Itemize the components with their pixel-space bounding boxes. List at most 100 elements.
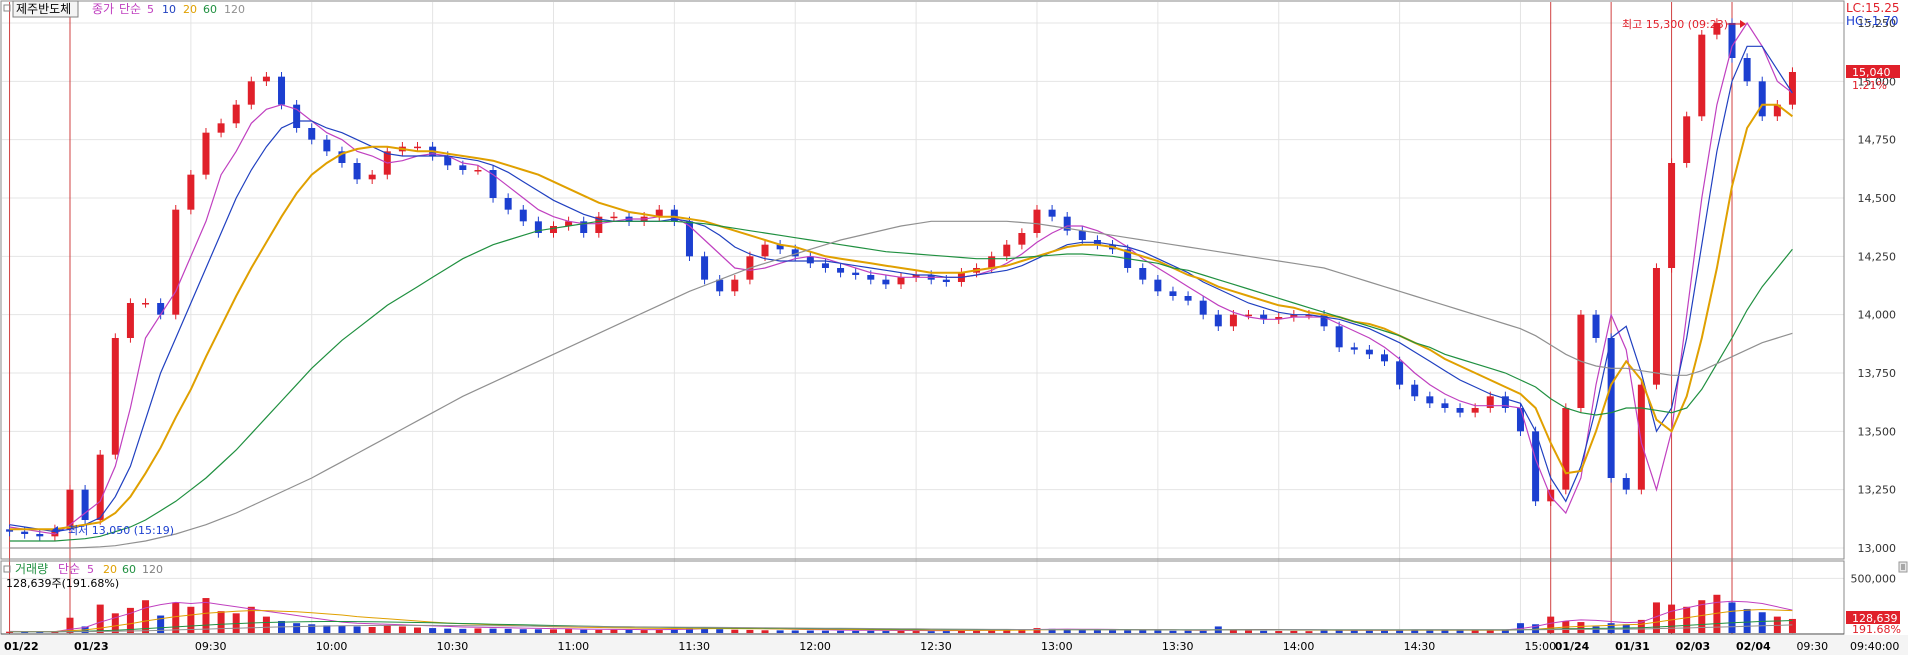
- volume-bar: [1290, 630, 1298, 633]
- candle-body: [142, 303, 150, 305]
- volume-bar: [1728, 602, 1736, 633]
- volume-bar: [293, 623, 301, 633]
- time-tick-label: 12:30: [920, 640, 952, 653]
- time-tick-label: 14:30: [1404, 640, 1436, 653]
- candle-body: [837, 268, 845, 273]
- volume-bar: [368, 626, 376, 633]
- volume-bar: [1229, 630, 1237, 633]
- candle-body: [867, 275, 875, 280]
- candle-body: [368, 174, 376, 180]
- volume-bar: [1683, 606, 1691, 633]
- price-tick-label: 13,250: [1858, 484, 1897, 497]
- candle-body: [293, 104, 301, 128]
- candle-body: [474, 170, 482, 172]
- candle-body: [504, 198, 512, 210]
- candle-body: [1214, 314, 1222, 327]
- candle-body: [534, 221, 542, 233]
- candle-body: [1743, 58, 1751, 82]
- candle-body: [1637, 384, 1645, 490]
- volume-bar: [640, 630, 648, 633]
- candle-body: [1683, 116, 1691, 163]
- volume-bar: [1788, 618, 1796, 633]
- candle-body: [202, 132, 210, 175]
- price-grid: [2, 2, 1844, 634]
- candle-body: [1592, 314, 1600, 338]
- current-time-label: 09:40:00: [1850, 640, 1899, 653]
- candle-body: [1713, 23, 1721, 35]
- candle-body: [1758, 81, 1766, 117]
- volume-bar: [1063, 629, 1071, 633]
- volume-bar: [746, 629, 754, 633]
- volume-bar: [1456, 630, 1464, 633]
- candle-body: [51, 529, 59, 537]
- volume-bar: [1426, 630, 1434, 633]
- volume-legend-toggle-icon[interactable]: [3, 565, 11, 573]
- volume-bar: [1516, 623, 1524, 633]
- volume-bar: [429, 628, 437, 633]
- candle-body: [1063, 216, 1071, 231]
- volume-bar: [126, 607, 134, 633]
- ma-period-5: 5: [147, 3, 154, 16]
- volume-bar: [1350, 630, 1358, 633]
- candle-body: [262, 76, 270, 82]
- volume-bar: [1199, 630, 1207, 633]
- volume-bar: [142, 600, 150, 633]
- candle-body: [776, 244, 784, 250]
- volume-bar: [414, 627, 422, 633]
- time-tick-label: 13:00: [1041, 640, 1073, 653]
- ma-line-60: [9, 220, 1793, 542]
- volume-ma-type: 단순: [58, 562, 80, 576]
- legend-toggle-icon[interactable]: [3, 4, 11, 12]
- time-tick-label: 14:00: [1283, 640, 1315, 653]
- volume-bar: [474, 628, 482, 633]
- price-tick-label: 14,000: [1858, 309, 1897, 322]
- candle-body: [1169, 291, 1177, 296]
- candle-body: [1501, 396, 1509, 408]
- volume-bar: [383, 625, 391, 633]
- volume-bar: [444, 628, 452, 633]
- candle-body: [308, 128, 316, 140]
- price-tick-label: 13,750: [1858, 367, 1897, 380]
- candle-body: [716, 279, 724, 292]
- candle-body: [323, 139, 331, 152]
- candle-body: [655, 209, 663, 217]
- candle-body: [852, 272, 860, 275]
- time-tick-label: 13:30: [1162, 640, 1194, 653]
- volume-bar: [1441, 629, 1449, 633]
- price-tick-label: 15,000: [1858, 75, 1897, 88]
- candle-body: [988, 256, 996, 268]
- scroll-grip-icon: [1901, 564, 1905, 570]
- right-panel: LC:15.25 HC:-1.70 15,040 1.21% 128,639 1…: [1846, 1, 1908, 653]
- time-axis-labels: 01/22 01/23 09:30 10:00 10:30 11:00 11:30 12:00…: [4, 640, 1828, 653]
- volume-bar: [217, 611, 225, 633]
- volume-bar: [36, 632, 44, 633]
- volume-bar: [1471, 630, 1479, 633]
- stock-name-box[interactable]: [12, 0, 79, 18]
- volume-bar: [1003, 629, 1011, 633]
- price-panel-border: [0, 0, 1845, 560]
- candle-body: [1728, 23, 1736, 58]
- volume-bar: [338, 625, 346, 633]
- price-tick-label: 15,250: [1858, 17, 1897, 30]
- candle-body: [1441, 403, 1449, 408]
- volume-bar: [927, 631, 935, 633]
- candle-body: [806, 256, 814, 264]
- volume-current: 128,639주(191.68%): [6, 577, 119, 590]
- ma-line-5: [9, 21, 1793, 535]
- volume-bar: [580, 629, 588, 633]
- candle-body: [1275, 317, 1283, 320]
- candle-body: [232, 104, 240, 124]
- time-tick-label: 02/04: [1736, 640, 1771, 653]
- low-arrow-icon: [52, 526, 58, 534]
- time-tick-label: 10:00: [316, 640, 348, 653]
- volume-bar: [655, 629, 663, 633]
- volume-bar: [957, 630, 965, 633]
- hc-readout: HC:-1.70: [1846, 14, 1899, 28]
- candle-body: [247, 81, 255, 105]
- volume-bar: [1501, 629, 1509, 633]
- price-tick-label: 13,500: [1858, 425, 1897, 438]
- volume-bar: [867, 630, 875, 633]
- candle-body: [1365, 349, 1373, 355]
- ma-line-10: [9, 45, 1793, 533]
